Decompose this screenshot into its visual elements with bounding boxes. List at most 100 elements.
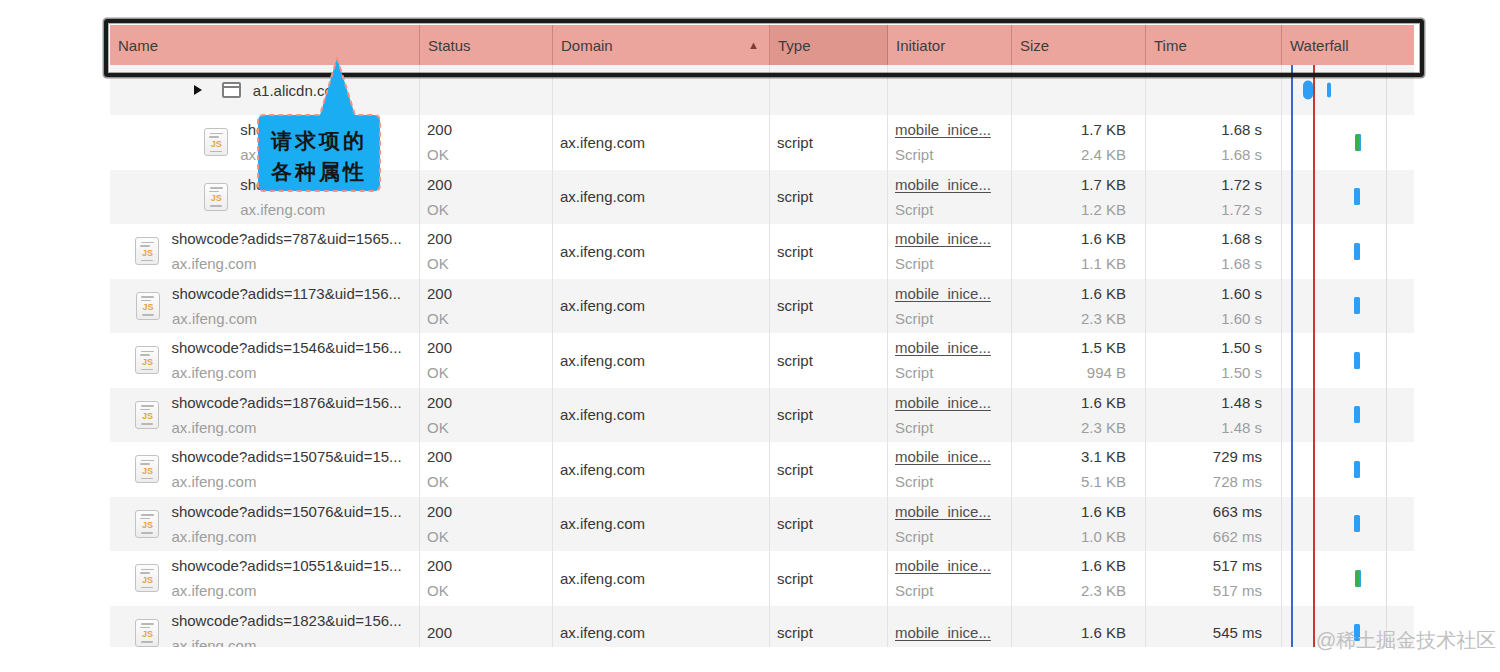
total-time: 729 ms <box>1213 444 1262 469</box>
total-time: 663 ms <box>1213 499 1262 524</box>
request-name-cell[interactable]: JS showcode?adids=1823&uid=156... ax.ife… <box>110 606 420 648</box>
waterfall-cell[interactable] <box>1282 442 1414 497</box>
type-value: script <box>777 511 887 536</box>
size-cell: 1.7 KB 1.2 KB <box>1012 170 1146 225</box>
transferred-size: 1.6 KB <box>1081 553 1126 578</box>
request-name-cell[interactable]: JS showcode?adids=1173&uid=156... ax.ife… <box>110 279 420 334</box>
type-value: script <box>777 457 887 482</box>
table-row[interactable]: JS showcode?adids=10551&uid=15... ax.ife… <box>110 551 1414 606</box>
transferred-size: 1.6 KB <box>1081 390 1126 415</box>
column-header-type[interactable]: Type <box>770 25 888 65</box>
initiator-link[interactable]: mobile_inice... <box>895 281 1011 306</box>
total-time: 545 ms <box>1213 620 1262 645</box>
initiator-kind: Script <box>895 578 1011 603</box>
status-text: OK <box>427 415 552 440</box>
request-name: showcode?adids=1823&uid=156... <box>171 608 401 633</box>
initiator-link[interactable]: mobile_inice... <box>895 390 1011 415</box>
initiator-link[interactable]: mobile_inice... <box>895 444 1011 469</box>
request-name-cell[interactable]: JS showcode?adids=10551&uid=15... ax.ife… <box>110 551 420 606</box>
type-value: script <box>777 566 887 591</box>
table-row[interactable]: JS showcode?adids=1173&uid=156... ax.ife… <box>110 279 1414 334</box>
column-header-domain[interactable]: Domain ▲ <box>553 25 770 65</box>
waterfall-cell[interactable] <box>1282 115 1414 170</box>
initiator-cell: mobile_inice... Script <box>888 551 1012 606</box>
column-header-size[interactable]: Size <box>1012 25 1146 65</box>
request-subdomain: ax.ifeng.com <box>172 306 401 331</box>
latency-time: 1.48 s <box>1221 415 1262 440</box>
waterfall-cell[interactable] <box>1282 65 1414 115</box>
js-file-icon: JS <box>204 183 228 211</box>
total-time: 517 ms <box>1213 553 1262 578</box>
size-cell: 1.6 KB 2.3 KB <box>1012 279 1146 334</box>
size-cell: 1.6 KB 1.1 KB <box>1012 224 1146 279</box>
waterfall-cell[interactable] <box>1282 224 1414 279</box>
status-code: 200 <box>427 172 552 197</box>
transferred-size: 1.6 KB <box>1081 620 1126 645</box>
resource-size: 2.3 KB <box>1081 578 1126 603</box>
request-subdomain: ax.ifeng.com <box>171 251 401 276</box>
table-row[interactable]: JS showcode?adids=1876&uid=156... ax.ife… <box>110 388 1414 443</box>
initiator-cell: mobile_inice... Script <box>888 442 1012 497</box>
status-cell: 200 OK <box>420 279 553 334</box>
waterfall-bar <box>1355 570 1361 587</box>
initiator-link[interactable]: mobile_inice... <box>895 553 1011 578</box>
request-name-cell[interactable]: JS showcode?adids=15075&uid=15... ax.ife… <box>110 442 420 497</box>
waterfall-cell[interactable] <box>1282 170 1414 225</box>
request-name-cell[interactable]: JS showcode?adids=787&uid=1565... ax.ife… <box>110 224 420 279</box>
request-subdomain: ax.ifeng.com <box>171 360 401 385</box>
waterfall-cell[interactable] <box>1282 551 1414 606</box>
domain-value: ax.ifeng.com <box>560 130 769 155</box>
status-cell: 200 OK <box>420 551 553 606</box>
table-row[interactable]: JS showcode?adids=1823&uid=156... ax.ife… <box>110 606 1414 648</box>
waterfall-bar <box>1354 352 1360 369</box>
column-header-initiator[interactable]: Initiator <box>888 25 1012 65</box>
initiator-link[interactable]: mobile_inice... <box>895 620 1011 645</box>
resource-size: 2.3 KB <box>1081 415 1126 440</box>
time-cell: 663 ms 662 ms <box>1146 497 1282 552</box>
domain-value: ax.ifeng.com <box>560 620 769 645</box>
latency-time: 1.68 s <box>1221 142 1262 167</box>
total-time: 1.68 s <box>1221 226 1262 251</box>
initiator-kind: Script <box>895 415 1011 440</box>
waterfall-bar <box>1303 81 1313 100</box>
callout-text-line1: 请求项的 <box>270 129 367 152</box>
initiator-link[interactable]: mobile_inice... <box>895 499 1011 524</box>
type-cell: script <box>770 115 888 170</box>
table-row[interactable]: JS showcode?adids=787&uid=1565... ax.ife… <box>110 224 1414 279</box>
initiator-kind: Script <box>895 360 1011 385</box>
disclosure-triangle-icon[interactable] <box>194 85 210 95</box>
total-time: 1.50 s <box>1221 335 1262 360</box>
total-time: 1.68 s <box>1221 117 1262 142</box>
initiator-link[interactable]: mobile_inice... <box>895 172 1011 197</box>
waterfall-cell[interactable] <box>1282 388 1414 443</box>
request-name-cell[interactable]: JS showcode?adids=1876&uid=156... ax.ife… <box>110 388 420 443</box>
column-header-waterfall[interactable]: Waterfall <box>1282 25 1414 65</box>
request-name-cell[interactable]: JS showcode?adids=15076&uid=15... ax.ife… <box>110 497 420 552</box>
column-header-status[interactable]: Status <box>420 25 553 65</box>
initiator-link[interactable]: mobile_inice... <box>895 226 1011 251</box>
status-cell: 200 OK <box>420 442 553 497</box>
waterfall-cell[interactable] <box>1282 497 1414 552</box>
status-code: 200 <box>427 620 552 645</box>
waterfall-bar <box>1327 83 1331 98</box>
empty-cell <box>770 65 888 115</box>
column-header-time[interactable]: Time <box>1146 25 1282 65</box>
table-row[interactable]: JS showcode?adids=1546&uid=156... ax.ife… <box>110 333 1414 388</box>
status-cell: 200 OK <box>420 497 553 552</box>
initiator-cell: mobile_inice... Script <box>888 279 1012 334</box>
type-cell: script <box>770 333 888 388</box>
latency-time: 728 ms <box>1213 469 1262 494</box>
status-text: OK <box>427 197 552 222</box>
js-file-icon: JS <box>135 346 159 374</box>
domain-cell: ax.ifeng.com <box>553 333 770 388</box>
type-value: script <box>777 184 887 209</box>
table-row[interactable]: JS showcode?adids=15075&uid=15... ax.ife… <box>110 442 1414 497</box>
type-value: script <box>777 348 887 373</box>
initiator-link[interactable]: mobile_inice... <box>895 117 1011 142</box>
waterfall-cell[interactable] <box>1282 279 1414 334</box>
request-name-cell[interactable]: JS showcode?adids=1546&uid=156... ax.ife… <box>110 333 420 388</box>
waterfall-cell[interactable] <box>1282 333 1414 388</box>
table-row[interactable]: JS showcode?adids=15076&uid=15... ax.ife… <box>110 497 1414 552</box>
total-time: 1.60 s <box>1221 281 1262 306</box>
initiator-link[interactable]: mobile_inice... <box>895 335 1011 360</box>
